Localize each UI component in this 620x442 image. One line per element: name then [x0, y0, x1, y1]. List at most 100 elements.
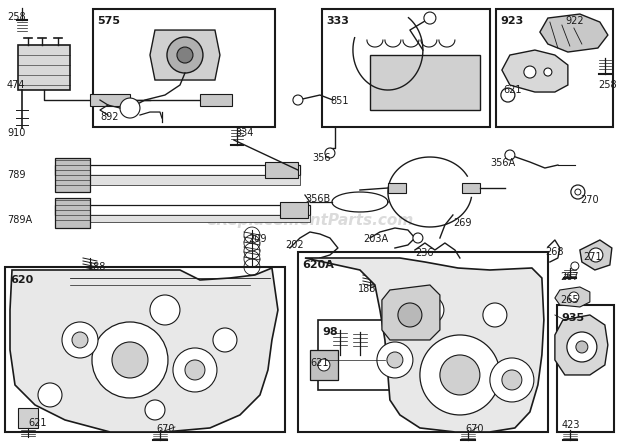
- Circle shape: [501, 88, 515, 102]
- Text: 356B: 356B: [305, 194, 330, 204]
- Circle shape: [490, 358, 534, 402]
- Polygon shape: [388, 183, 406, 193]
- Text: 258: 258: [598, 80, 616, 90]
- Circle shape: [150, 295, 180, 325]
- Text: 923: 923: [500, 16, 523, 26]
- Circle shape: [72, 332, 88, 348]
- Circle shape: [318, 359, 330, 371]
- Polygon shape: [540, 14, 608, 52]
- Text: 670: 670: [156, 424, 174, 434]
- Text: 98: 98: [322, 327, 337, 337]
- Circle shape: [92, 322, 168, 398]
- Text: 789A: 789A: [7, 215, 32, 225]
- Text: 271: 271: [583, 252, 601, 262]
- Text: 620: 620: [10, 275, 33, 285]
- Polygon shape: [90, 94, 130, 106]
- Circle shape: [62, 322, 98, 358]
- Circle shape: [413, 233, 423, 243]
- Text: 935: 935: [561, 313, 584, 323]
- Circle shape: [571, 185, 585, 199]
- Text: 356: 356: [312, 153, 330, 163]
- Circle shape: [483, 303, 507, 327]
- Circle shape: [440, 355, 480, 395]
- Circle shape: [145, 400, 165, 420]
- Circle shape: [416, 296, 444, 324]
- Circle shape: [576, 341, 588, 353]
- Circle shape: [589, 248, 603, 262]
- Circle shape: [173, 348, 217, 392]
- Circle shape: [325, 148, 335, 158]
- Text: 268: 268: [545, 247, 564, 257]
- Circle shape: [213, 328, 237, 352]
- Polygon shape: [462, 183, 480, 193]
- Text: 851: 851: [330, 96, 348, 106]
- Circle shape: [387, 352, 403, 368]
- Circle shape: [567, 332, 597, 362]
- Text: 423: 423: [562, 420, 580, 430]
- Polygon shape: [150, 30, 220, 80]
- Text: 333: 333: [326, 16, 349, 26]
- Circle shape: [575, 189, 581, 195]
- Circle shape: [167, 37, 203, 73]
- Polygon shape: [55, 215, 310, 222]
- Text: 922: 922: [565, 16, 583, 26]
- Text: 474: 474: [7, 80, 25, 90]
- Polygon shape: [280, 202, 308, 218]
- Polygon shape: [370, 55, 480, 110]
- Text: 270: 270: [580, 195, 598, 205]
- Polygon shape: [18, 408, 38, 428]
- Bar: [298, 252, 548, 432]
- Text: 188: 188: [358, 284, 376, 294]
- Circle shape: [177, 47, 193, 63]
- Polygon shape: [382, 285, 440, 340]
- Text: 356A: 356A: [490, 158, 515, 168]
- Circle shape: [293, 95, 303, 105]
- Text: 236: 236: [415, 248, 433, 258]
- Polygon shape: [265, 162, 298, 178]
- Polygon shape: [305, 258, 544, 432]
- Circle shape: [502, 370, 522, 390]
- Bar: [5, 267, 285, 432]
- Text: 188: 188: [88, 262, 107, 272]
- Text: 910: 910: [7, 128, 25, 138]
- Polygon shape: [555, 287, 590, 307]
- Circle shape: [120, 98, 140, 118]
- Text: 334: 334: [235, 128, 254, 138]
- Text: 269: 269: [453, 218, 471, 228]
- Polygon shape: [580, 240, 612, 270]
- Bar: [318, 320, 393, 390]
- Polygon shape: [55, 165, 300, 175]
- Text: 620A: 620A: [302, 260, 334, 270]
- Text: 265: 265: [560, 295, 578, 305]
- Circle shape: [505, 150, 515, 160]
- Text: 621: 621: [310, 358, 329, 368]
- Circle shape: [398, 303, 422, 327]
- Text: 267: 267: [560, 272, 578, 282]
- Text: eReplacementParts.com: eReplacementParts.com: [206, 213, 414, 228]
- Circle shape: [112, 342, 148, 378]
- Circle shape: [571, 262, 579, 270]
- Polygon shape: [55, 205, 310, 215]
- Polygon shape: [18, 45, 70, 90]
- Polygon shape: [55, 198, 90, 228]
- Text: 670: 670: [465, 424, 484, 434]
- Bar: [557, 305, 614, 432]
- Text: 789: 789: [7, 170, 25, 180]
- Circle shape: [524, 66, 536, 78]
- Bar: [496, 9, 613, 127]
- Polygon shape: [55, 175, 300, 185]
- Circle shape: [424, 12, 436, 24]
- Text: 621: 621: [503, 85, 521, 95]
- Text: 203A: 203A: [363, 234, 388, 244]
- Circle shape: [544, 68, 552, 76]
- Polygon shape: [10, 268, 278, 432]
- Bar: [322, 9, 490, 127]
- Polygon shape: [55, 158, 90, 192]
- Circle shape: [38, 383, 62, 407]
- Polygon shape: [310, 350, 338, 380]
- Text: 258: 258: [7, 12, 25, 22]
- Circle shape: [377, 342, 413, 378]
- Text: 209: 209: [248, 234, 267, 244]
- Text: 202: 202: [285, 240, 304, 250]
- Circle shape: [569, 292, 579, 302]
